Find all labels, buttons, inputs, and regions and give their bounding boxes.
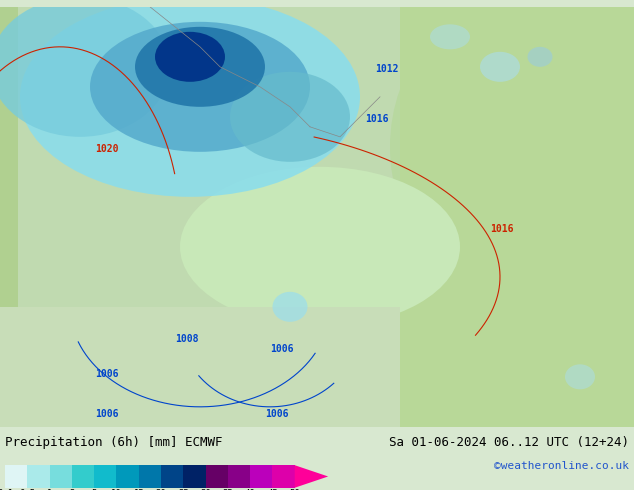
Ellipse shape (430, 24, 470, 49)
Polygon shape (250, 465, 273, 488)
Text: 1020: 1020 (95, 144, 119, 154)
Polygon shape (161, 465, 183, 488)
Text: 1006: 1006 (270, 344, 294, 354)
Polygon shape (117, 465, 139, 488)
Polygon shape (183, 465, 205, 488)
Ellipse shape (390, 0, 634, 297)
Ellipse shape (180, 167, 460, 327)
Text: ©weatheronline.co.uk: ©weatheronline.co.uk (494, 461, 629, 471)
Ellipse shape (0, 0, 170, 137)
Ellipse shape (20, 0, 360, 197)
Ellipse shape (230, 72, 350, 162)
Polygon shape (5, 465, 27, 488)
Text: 1006: 1006 (95, 369, 119, 379)
Bar (400, 7, 634, 427)
Text: 1008: 1008 (175, 334, 198, 344)
Ellipse shape (90, 22, 310, 152)
Text: 1016: 1016 (490, 224, 514, 234)
Polygon shape (27, 465, 49, 488)
Text: Precipitation (6h) [mm] ECMWF: Precipitation (6h) [mm] ECMWF (5, 437, 223, 449)
Bar (0, 307, 400, 427)
Ellipse shape (565, 365, 595, 390)
Text: 1006: 1006 (95, 409, 119, 419)
Polygon shape (273, 465, 295, 488)
Ellipse shape (480, 52, 520, 82)
Polygon shape (49, 465, 72, 488)
Polygon shape (205, 465, 228, 488)
Text: 1012: 1012 (375, 64, 399, 74)
Bar (0, 7, 18, 427)
Polygon shape (72, 465, 94, 488)
Text: 1016: 1016 (365, 114, 389, 124)
Text: Sa 01-06-2024 06..12 UTC (12+24): Sa 01-06-2024 06..12 UTC (12+24) (389, 437, 629, 449)
Ellipse shape (527, 47, 552, 67)
Polygon shape (94, 465, 117, 488)
Ellipse shape (135, 27, 265, 107)
Polygon shape (295, 465, 328, 488)
Ellipse shape (273, 292, 307, 322)
Polygon shape (228, 465, 250, 488)
Ellipse shape (155, 32, 225, 82)
Text: 1006: 1006 (265, 409, 288, 419)
Polygon shape (139, 465, 161, 488)
